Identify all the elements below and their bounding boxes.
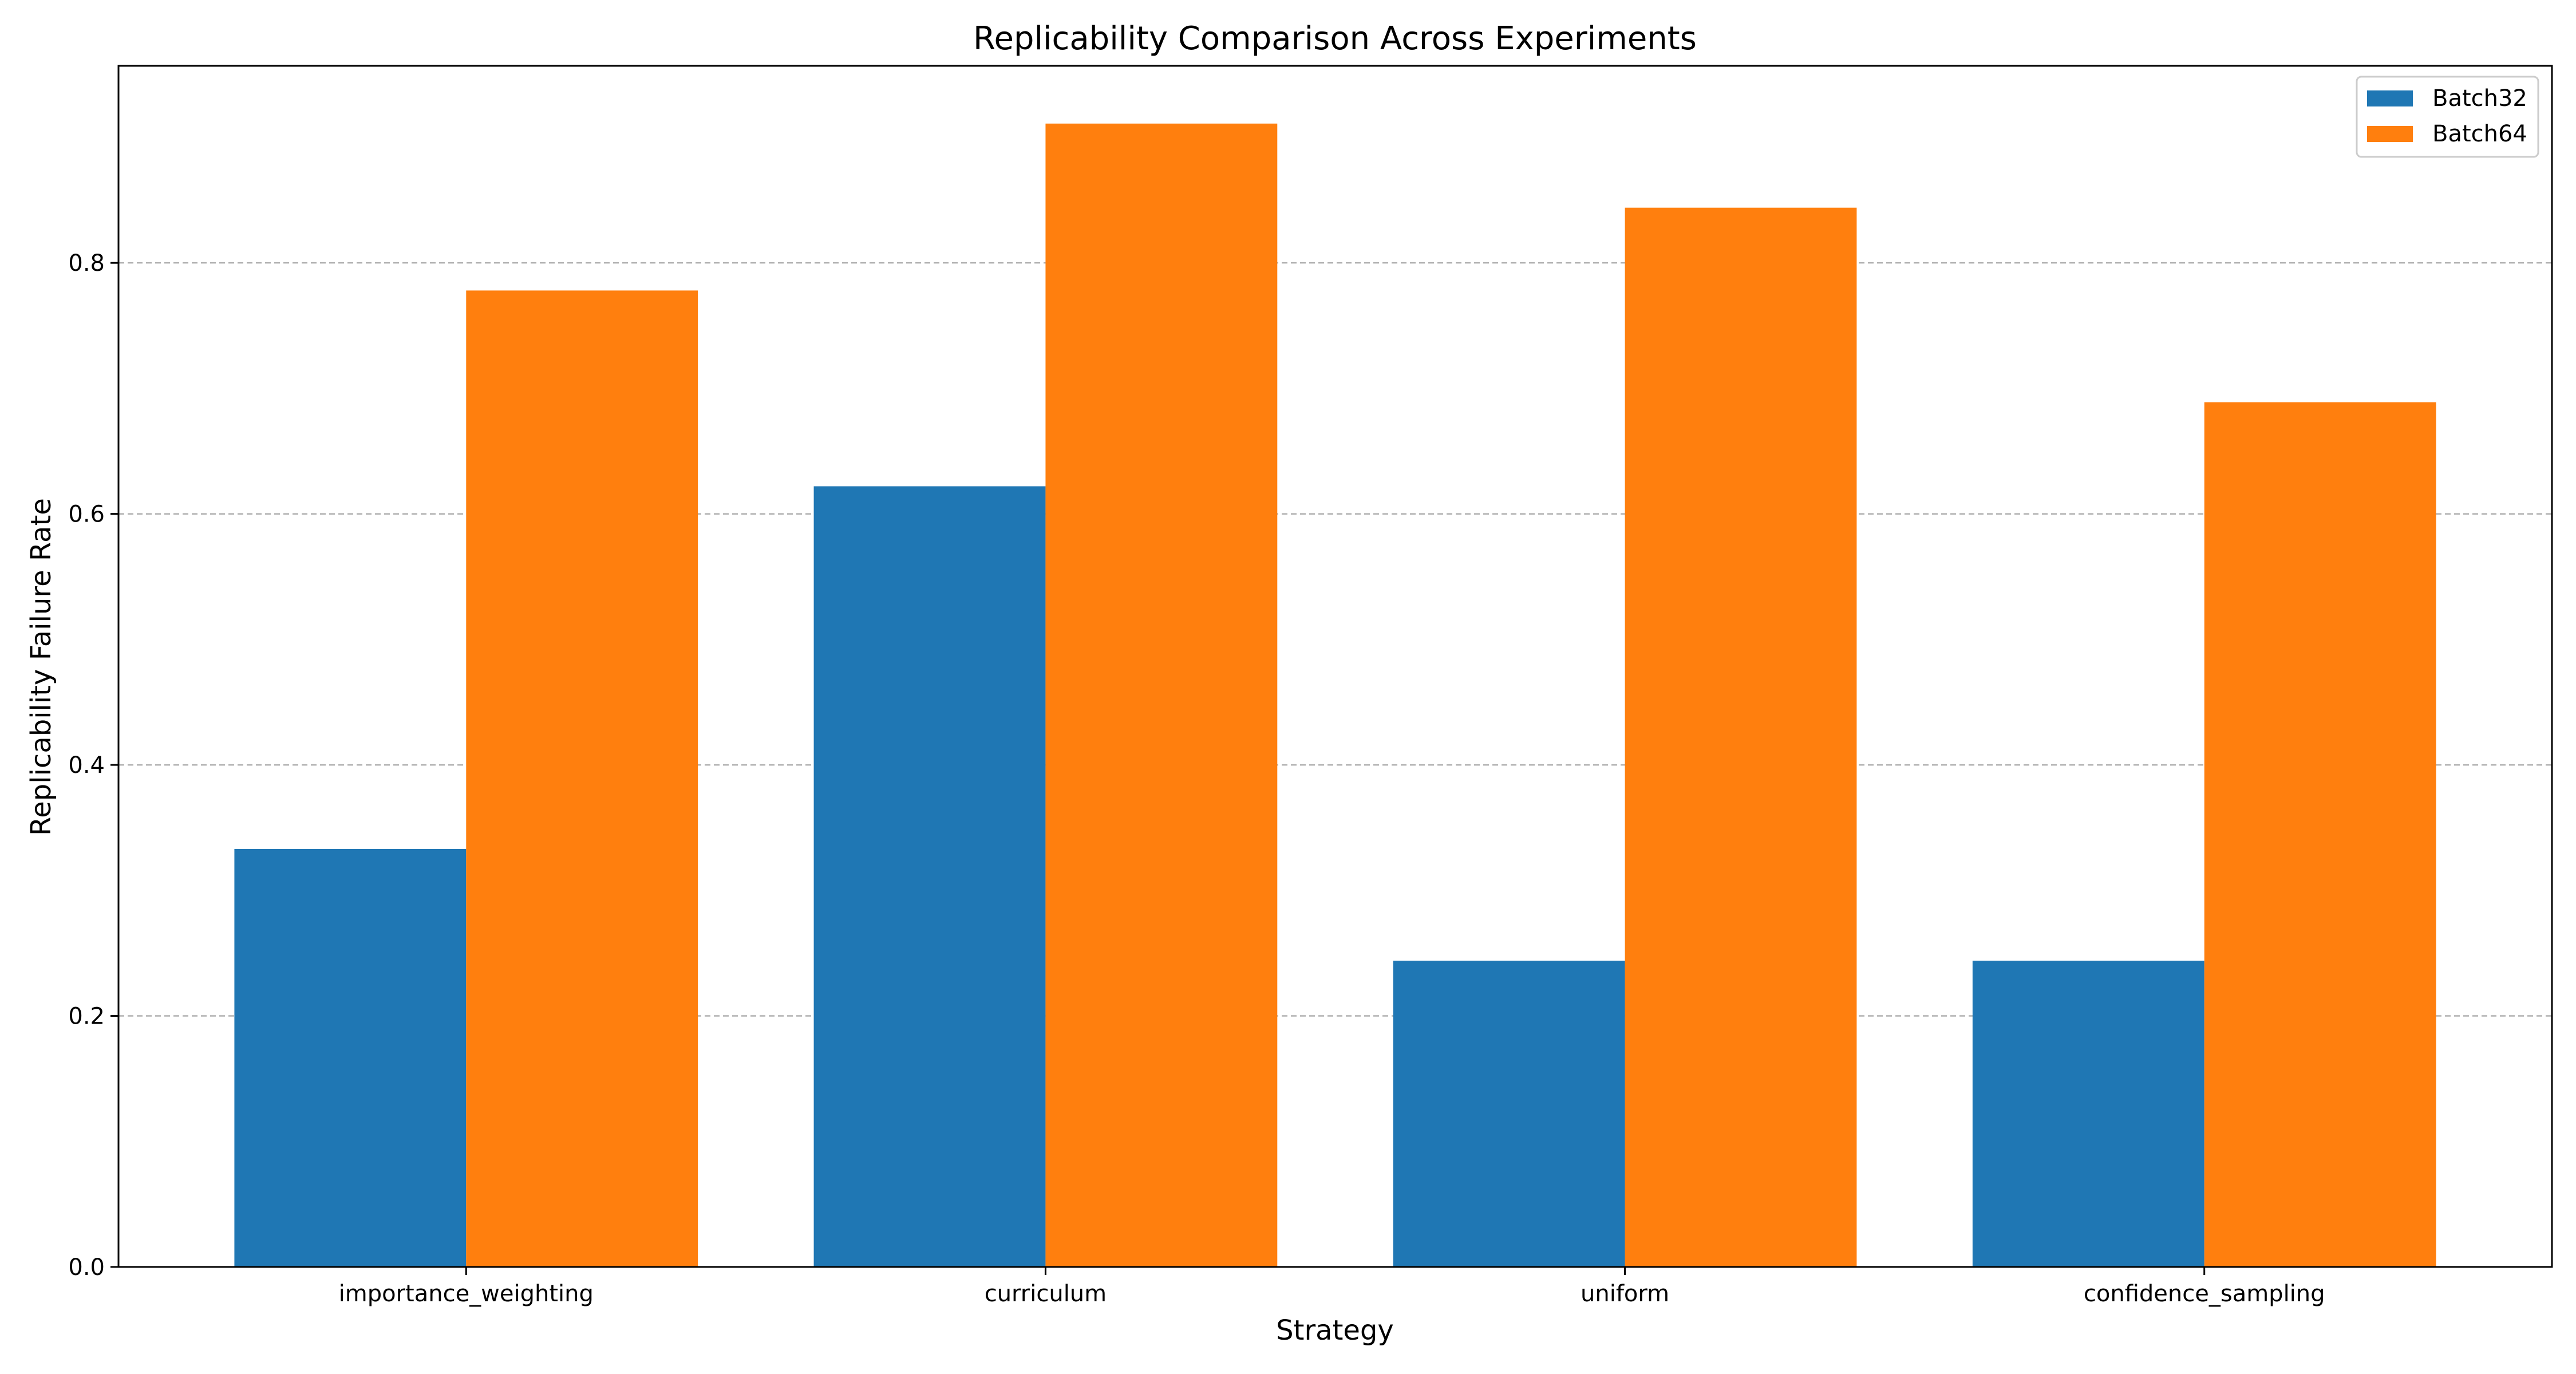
bar-batch64-importance-weighting (466, 290, 698, 1267)
bar-batch64-curriculum (1045, 123, 1278, 1268)
legend-label-batch32: Batch32 (2432, 85, 2527, 112)
bar-batch64-confidence-sampling (2204, 402, 2436, 1267)
bars (234, 123, 2436, 1268)
y-tick-label: 0.8 (68, 250, 105, 277)
legend: Batch32 Batch64 (2356, 76, 2539, 158)
x-axis-label: Strategy (1276, 1314, 1394, 1347)
y-axis-label: Replicability Failure Rate (25, 498, 57, 836)
x-tick-label: importance_weighting (339, 1281, 594, 1307)
axis-ticks: 0.0 0.2 0.4 0.6 0.8 importance_weighting curri… (68, 250, 2325, 1307)
legend-swatch-batch64 (2367, 126, 2413, 142)
plot-frame (117, 65, 2553, 1268)
legend-swatch-batch32 (2367, 90, 2413, 106)
bar-batch32-uniform (1393, 961, 1625, 1267)
x-tick-label: curriculum (985, 1281, 1107, 1307)
y-tick-label: 0.4 (68, 752, 105, 779)
y-tick-label: 0.2 (68, 1004, 105, 1030)
chart-title: Replicability Comparison Across Experime… (973, 20, 1697, 57)
x-tick-label: uniform (1581, 1281, 1669, 1307)
bar-batch32-confidence-sampling (1972, 961, 2204, 1267)
legend-label-batch64: Batch64 (2432, 121, 2527, 147)
x-tick-label: confidence_sampling (2084, 1281, 2325, 1307)
bar-batch64-uniform (1625, 207, 1857, 1268)
y-tick-label: 0.0 (68, 1254, 105, 1281)
bar-batch32-importance-weighting (234, 848, 467, 1267)
bar-batch32-curriculum (813, 486, 1046, 1267)
y-tick-label: 0.6 (68, 502, 105, 528)
